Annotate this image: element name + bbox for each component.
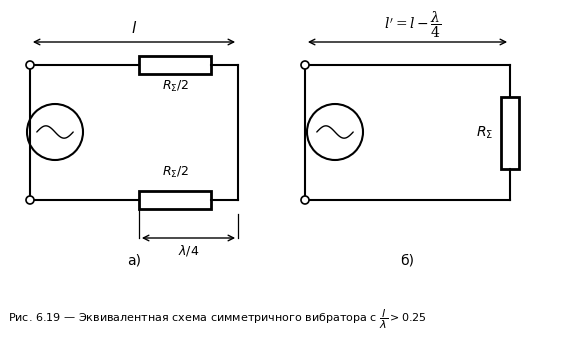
Text: $R_\Sigma/2$: $R_\Sigma/2$ [161,165,188,180]
Circle shape [26,61,34,69]
Text: Рис. 6.19 — Эквивалентная схема симметричного вибратора с $\dfrac{l}{\lambda}>0.: Рис. 6.19 — Эквивалентная схема симметри… [8,308,426,331]
Text: $\lambda/4$: $\lambda/4$ [178,243,199,258]
Bar [139,56,211,74]
Text: $R_\Sigma$: $R_\Sigma$ [476,124,493,141]
Bar [501,97,519,168]
Text: $l'=l-\dfrac{\lambda}{4}$: $l'=l-\dfrac{\lambda}{4}$ [383,10,441,40]
Circle shape [26,196,34,204]
Circle shape [301,61,309,69]
Bar [139,191,211,209]
Text: $l$: $l$ [131,20,137,36]
Circle shape [301,196,309,204]
Text: $R_\Sigma/2$: $R_\Sigma/2$ [161,79,188,94]
Text: б): б) [401,253,414,267]
Text: а): а) [127,253,141,267]
